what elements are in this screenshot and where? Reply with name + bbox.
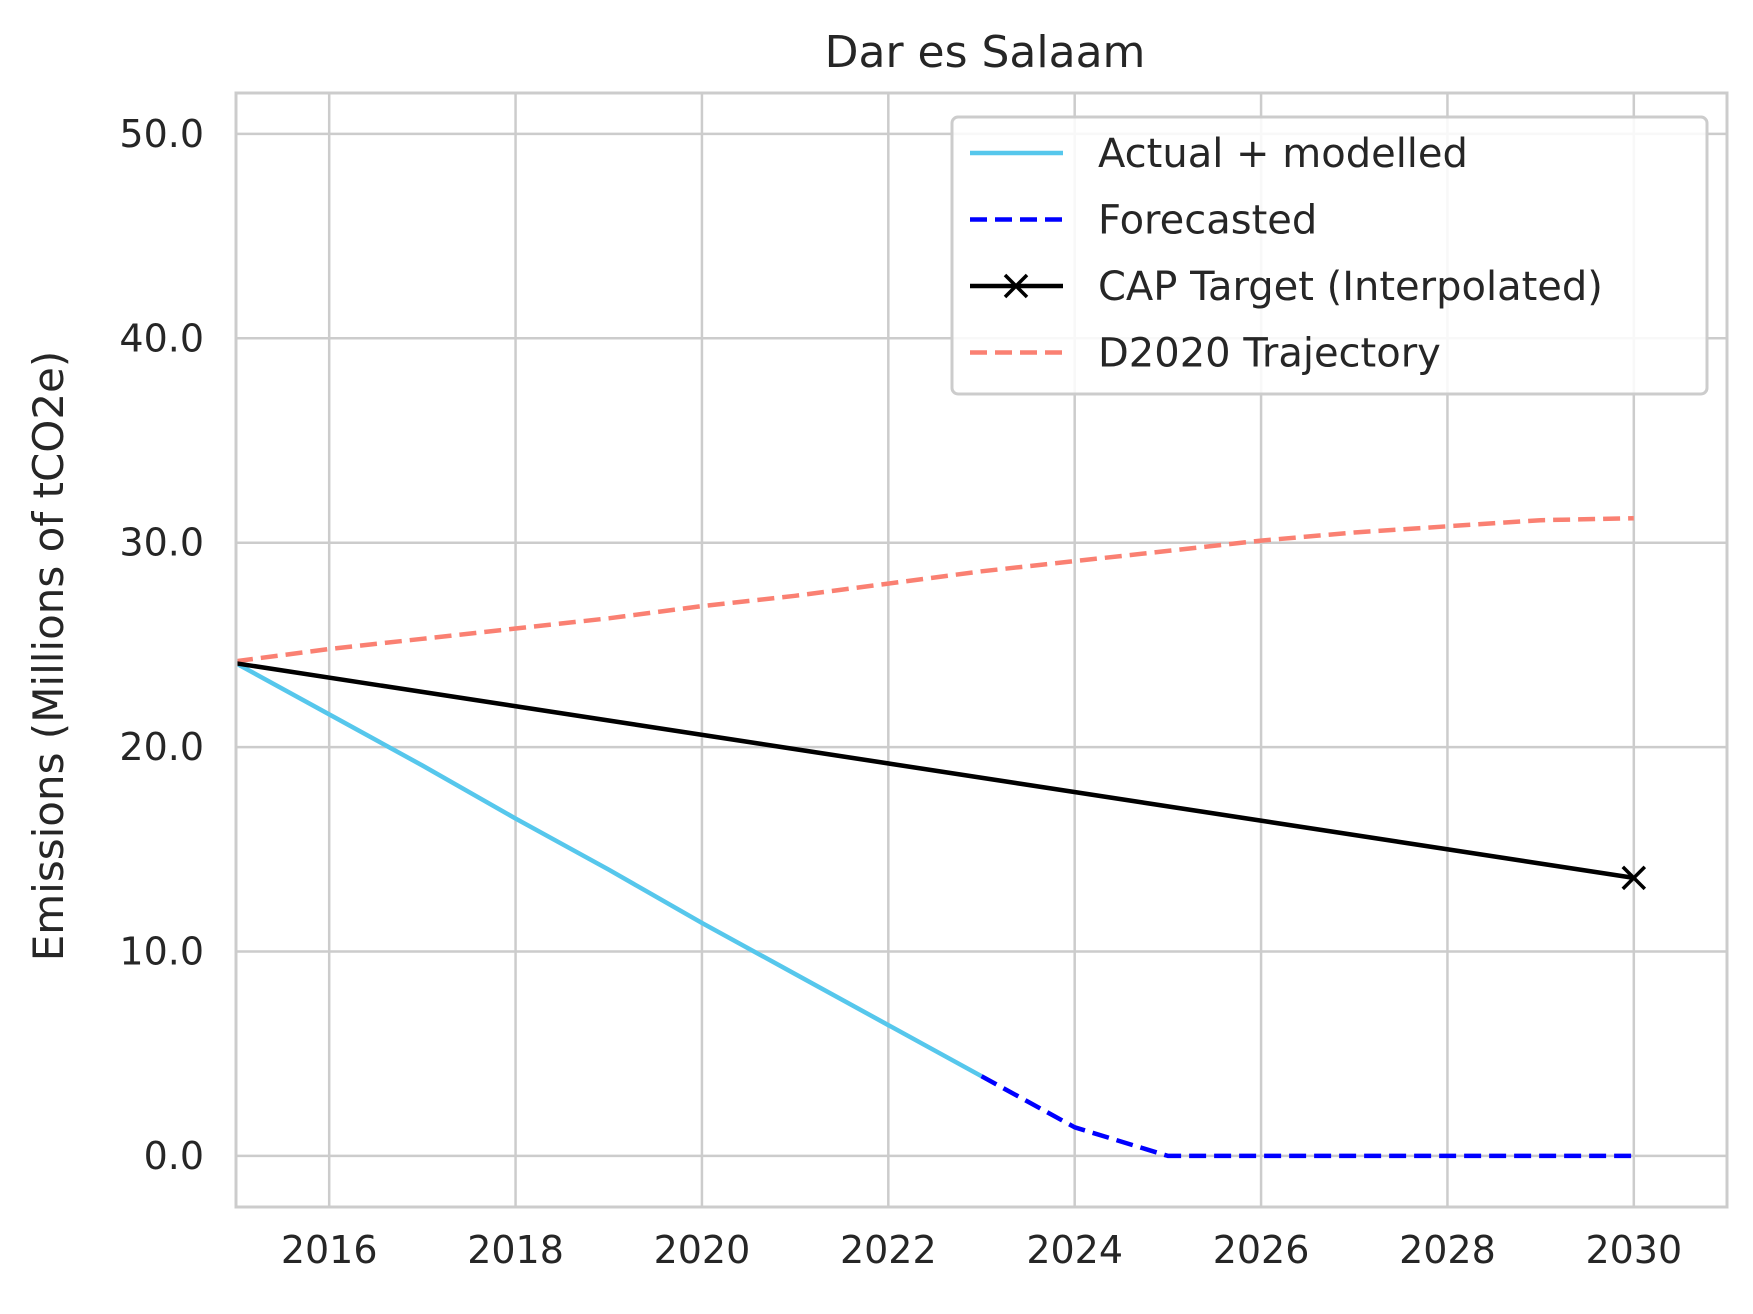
y-tick-label: 0.0: [144, 1134, 204, 1178]
legend-item: D2020 Trajectory: [970, 331, 1441, 377]
y-axis-label: Emissions (Millions of tCO2e): [24, 351, 73, 962]
y-tick-label: 20.0: [119, 725, 204, 769]
y-tick-label: 30.0: [119, 521, 204, 565]
plot-frame: [234, 91, 1729, 1209]
y-tick-label: 10.0: [119, 929, 204, 973]
legend-label: D2020 Trajectory: [1098, 331, 1441, 377]
legend-marker: [1003, 273, 1029, 299]
legend-label: Actual + modelled: [1098, 131, 1468, 177]
legend-item: Forecasted: [970, 198, 1317, 244]
y-tick-label: 50.0: [119, 112, 204, 156]
x-tick-label: 2018: [467, 1228, 564, 1272]
chart-title: Dar es Salaam: [825, 27, 1146, 78]
x-tick-label: 2030: [1585, 1228, 1682, 1272]
series-line-d2020-trajectory: [235, 515, 1634, 664]
x-tick-label: 2026: [1213, 1228, 1310, 1272]
series-group: [234, 515, 1647, 1159]
series-line-forecasted: [980, 1074, 1634, 1159]
legend-item: Actual + modelled: [970, 131, 1468, 177]
legend-label: Forecasted: [1098, 198, 1317, 244]
y-tick-label: 40.0: [119, 316, 204, 360]
legend-item: CAP Target (Interpolated): [970, 264, 1603, 310]
legend: Actual + modelled Forecasted CAP Target (I…: [950, 115, 1709, 396]
x-tick-label: 2028: [1399, 1228, 1496, 1272]
series-line-cap-target-interpolated: [235, 661, 1635, 881]
x-tick-label: 2016: [281, 1228, 378, 1272]
series-line-actual-modelled: [234, 661, 983, 1079]
legend-label: CAP Target (Interpolated): [1098, 264, 1603, 310]
series-marker-x: [1621, 865, 1647, 891]
x-tick-label: 2022: [840, 1228, 937, 1272]
legend-box: [950, 115, 1709, 396]
x-tick-label: 2020: [654, 1228, 751, 1272]
tick-labels: 2016 2018 2020 2022 2024 2026 2028 2030 0.0 10.0 2…: [119, 112, 1682, 1272]
x-tick-label: 2024: [1026, 1228, 1123, 1272]
